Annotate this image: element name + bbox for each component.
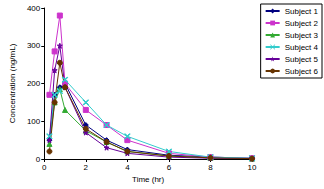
svg-text:400: 400	[27, 4, 41, 13]
svg-text:2: 2	[84, 163, 89, 172]
svg-text:4: 4	[125, 163, 130, 172]
svg-text:Subject 3: Subject 3	[285, 31, 319, 40]
svg-text:Concentration (ng/mL): Concentration (ng/mL)	[8, 43, 17, 123]
svg-text:Subject 2: Subject 2	[285, 19, 319, 28]
svg-text:Subject 6: Subject 6	[285, 67, 319, 76]
svg-text:Subject 1: Subject 1	[285, 7, 319, 16]
svg-text:Subject 4: Subject 4	[285, 43, 319, 52]
svg-text:Time (hr): Time (hr)	[132, 175, 164, 184]
svg-text:8: 8	[208, 163, 213, 172]
svg-text:200: 200	[27, 79, 41, 88]
svg-text:Subject 5: Subject 5	[285, 55, 319, 64]
svg-text:0: 0	[42, 163, 47, 172]
svg-text:6: 6	[167, 163, 172, 172]
svg-text:300: 300	[27, 41, 41, 50]
svg-text:100: 100	[27, 117, 41, 126]
svg-text:0: 0	[36, 155, 41, 164]
svg-text:10: 10	[248, 163, 257, 172]
